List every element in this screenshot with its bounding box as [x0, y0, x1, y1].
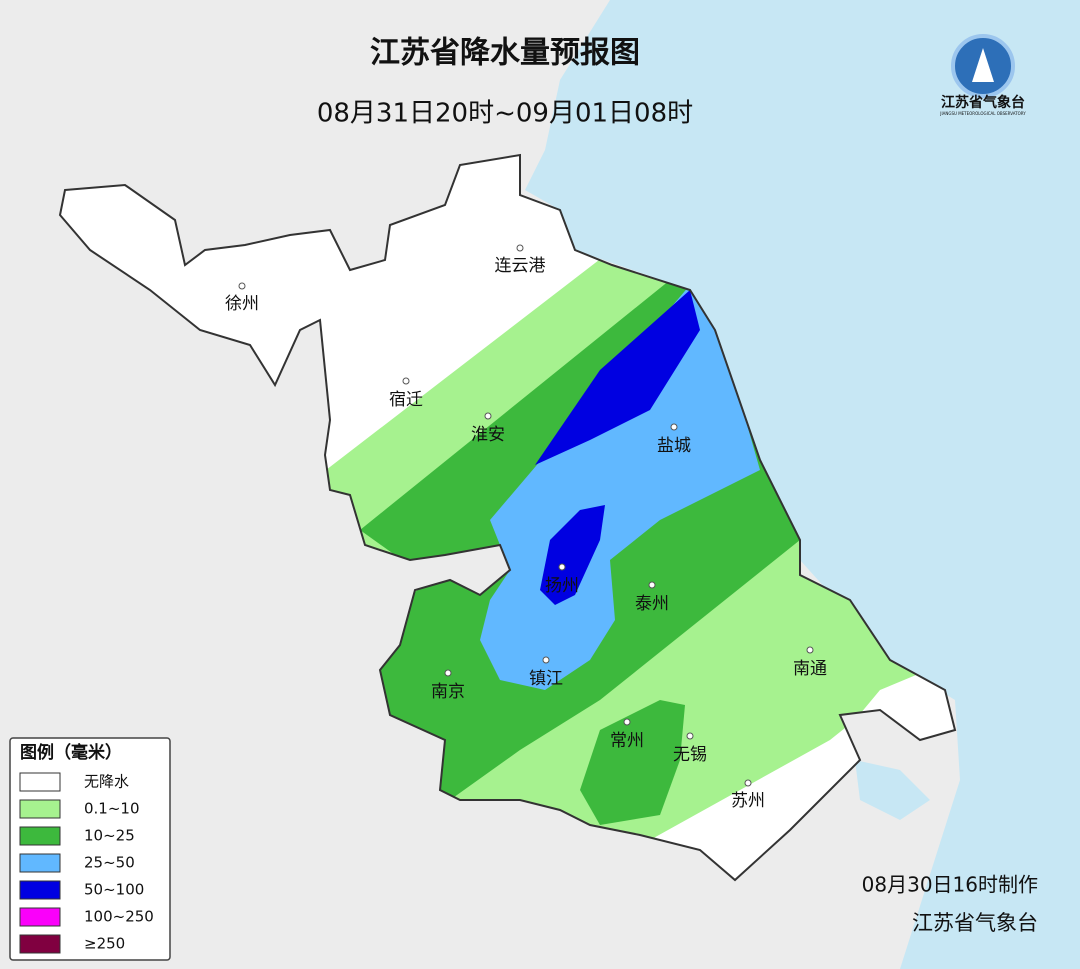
city-label: 泰州 — [635, 594, 669, 614]
logo-english: JIANGSU METEOROLOGICAL OBSERVATORY — [939, 111, 1026, 116]
city-label: 淮安 — [471, 425, 505, 445]
legend-label: 100~250 — [84, 908, 154, 926]
city-label: 盐城 — [657, 436, 691, 456]
logo-name: 江苏省气象台 — [941, 94, 1025, 111]
sea — [525, 0, 1080, 969]
zone-green-south — [580, 700, 685, 825]
city-dot — [686, 732, 694, 740]
city-label: 苏州 — [731, 791, 765, 811]
legend-label: 10~25 — [84, 827, 135, 845]
city-dot — [558, 563, 566, 571]
legend-swatch — [19, 772, 61, 792]
legend-label: 25~50 — [84, 854, 135, 872]
city-dot — [744, 779, 752, 787]
legend-swatch — [19, 880, 61, 900]
title: 江苏省降水量预报图 — [370, 36, 640, 71]
city-dot — [648, 581, 656, 589]
footer-issuer: 江苏省气象台 — [912, 911, 1038, 935]
legend-swatch — [19, 907, 61, 927]
city-dot — [516, 244, 524, 252]
city-dot — [402, 377, 410, 385]
legend-swatch — [19, 934, 61, 954]
logo-tower — [972, 48, 994, 82]
city-dot — [238, 282, 246, 290]
city-label: 无锡 — [673, 745, 707, 765]
city-labels: 连云港 徐州 宿迁 淮安 盐城 扬州 泰州 南通 南京 镇江 常州 无锡 苏州 — [225, 244, 827, 811]
legend-box — [9, 737, 171, 961]
legend-title: 图例（毫米） — [20, 742, 122, 763]
city-label: 扬州 — [545, 576, 579, 596]
footer-made: 08月30日16时制作 — [862, 873, 1038, 897]
legend: 图例（毫米） 无降水 0.1~10 10~25 25~50 50~100 100~250 ≥… — [9, 737, 171, 961]
city-label: 南通 — [793, 659, 827, 679]
city-label: 常州 — [610, 731, 644, 751]
city-dot — [670, 423, 678, 431]
lake — [855, 760, 930, 820]
city-dot — [542, 656, 550, 664]
city-label: 镇江 — [529, 669, 563, 689]
city-dot — [444, 669, 452, 677]
city-dot — [484, 412, 492, 420]
legend-label: ≥250 — [84, 935, 125, 953]
city-dot — [623, 718, 631, 726]
legend-swatch — [19, 799, 61, 819]
city-dot — [806, 646, 814, 654]
city-label: 南京 — [431, 682, 465, 702]
legend-label: 无降水 — [84, 773, 129, 791]
legend-label: 0.1~10 — [84, 800, 140, 818]
zone-dark-blue — [535, 290, 700, 465]
subtitle: 08月31日20时~09月01日08时 — [317, 99, 693, 129]
city-label: 宿迁 — [389, 390, 423, 410]
city-label: 徐州 — [225, 294, 259, 314]
legend-label: 50~100 — [84, 881, 144, 899]
legend-swatch — [19, 853, 61, 873]
legend-swatch — [19, 826, 61, 846]
city-label: 连云港 — [495, 256, 546, 276]
zone-dark-blue-2 — [540, 505, 605, 605]
